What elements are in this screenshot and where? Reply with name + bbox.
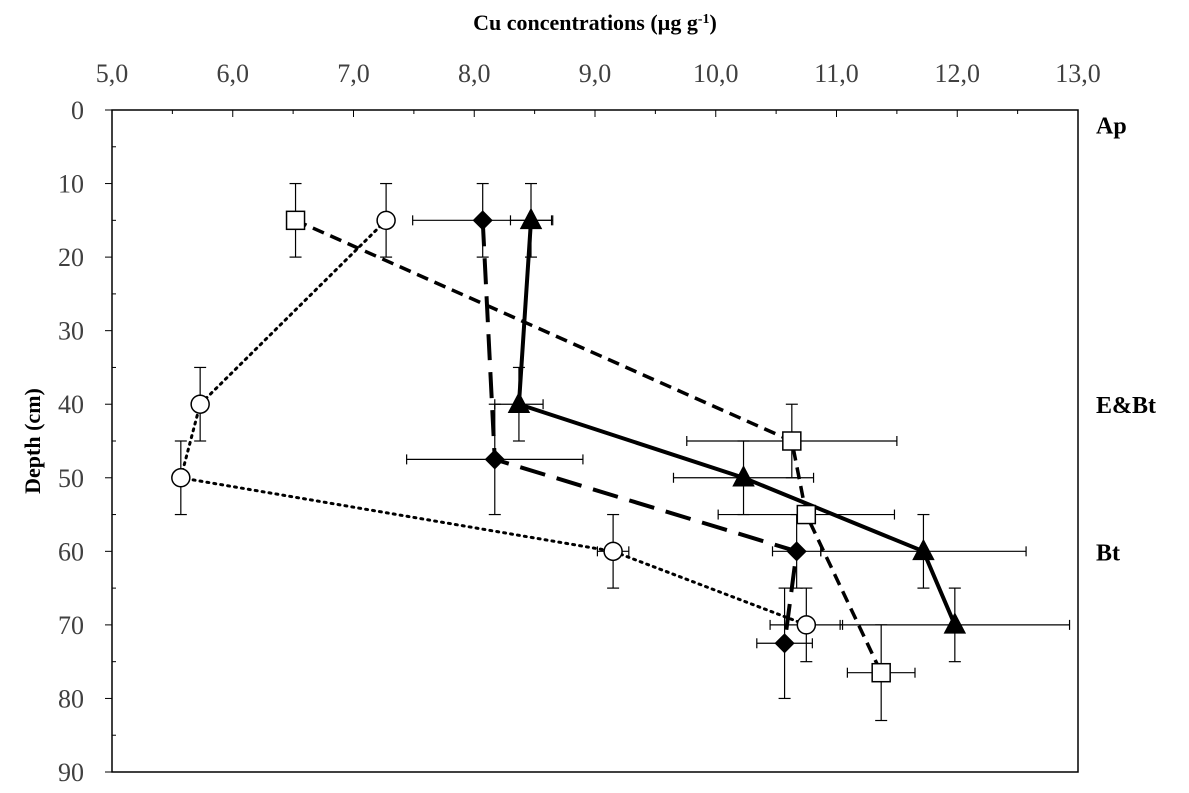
x-axis-ticks: 5,0 6,0 7,0 8,0 9,0 10,0 11,0 12,0 13,0 xyxy=(96,59,1101,117)
y-axis-title: Depth (cm) xyxy=(20,388,45,494)
diamond-marker xyxy=(484,449,505,470)
plot-area-frame xyxy=(111,109,1079,773)
diamond-marker xyxy=(774,633,795,654)
x-tick-label: 7,0 xyxy=(337,59,370,88)
series-3 xyxy=(285,182,916,722)
x-tick-label: 6,0 xyxy=(217,59,250,88)
y-tick-label: 30 xyxy=(58,317,84,346)
x-tick-label: 5,0 xyxy=(96,59,129,88)
x-axis-title: Cu concentrations (µg g-1) xyxy=(473,10,717,35)
series-2 xyxy=(494,182,1071,663)
x-tick-label: 12,0 xyxy=(935,59,981,88)
circle-marker xyxy=(190,394,210,414)
diamond-marker xyxy=(786,541,807,562)
y-axis-ticks: 0 10 20 30 40 50 60 70 80 90 xyxy=(58,96,116,787)
circle-marker xyxy=(796,615,817,635)
y-tick-label: 0 xyxy=(71,96,84,125)
y-tick-label: 20 xyxy=(58,243,84,272)
x-tick-label: 8,0 xyxy=(458,59,491,88)
circle-marker xyxy=(376,210,396,231)
square-marker xyxy=(796,504,817,525)
horizon-label: Bt xyxy=(1096,540,1120,566)
series-line xyxy=(294,218,883,674)
diamond-marker xyxy=(472,210,493,231)
data-series xyxy=(171,182,1071,722)
square-marker xyxy=(871,662,891,683)
triangle-marker xyxy=(912,538,935,561)
horizon-label: E&Bt xyxy=(1096,393,1156,419)
y-tick-label: 60 xyxy=(58,537,84,566)
triangle-marker xyxy=(732,465,755,487)
y-tick-label: 80 xyxy=(58,684,84,713)
circle-marker xyxy=(171,468,191,488)
series-1 xyxy=(406,182,822,700)
x-tick-label: 13,0 xyxy=(1055,59,1101,88)
y-tick-label: 70 xyxy=(58,611,84,640)
y-tick-label: 90 xyxy=(58,758,84,787)
y-tick-label: 50 xyxy=(58,464,84,493)
y-tick-label: 40 xyxy=(58,390,84,419)
y-tick-label: 10 xyxy=(58,170,84,199)
x-tick-label: 10,0 xyxy=(693,59,739,88)
x-tick-label: 9,0 xyxy=(579,59,612,88)
series-line xyxy=(516,220,957,626)
triangle-marker xyxy=(519,207,543,230)
square-marker xyxy=(285,210,306,231)
x-tick-label: 11,0 xyxy=(814,59,859,88)
triangle-marker xyxy=(507,391,531,413)
horizon-label: Ap xyxy=(1096,114,1127,140)
triangle-marker xyxy=(943,612,967,634)
soil-horizon-labels: Ap E&Bt Bt xyxy=(1096,114,1156,567)
series-line xyxy=(480,220,799,644)
circle-marker xyxy=(603,541,623,562)
series-4 xyxy=(171,182,844,663)
square-marker xyxy=(782,431,802,451)
